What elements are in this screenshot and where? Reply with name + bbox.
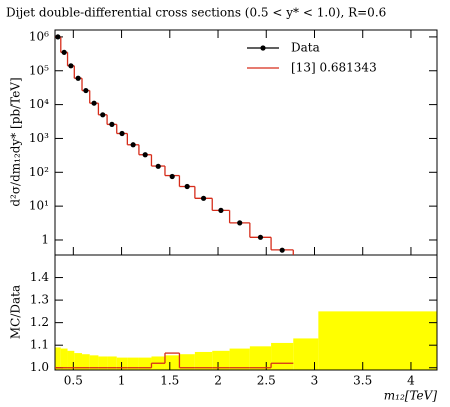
legend-marker [260, 45, 266, 51]
x-tick-label: 2 [214, 374, 222, 388]
y-tick-label: 10¹ [29, 199, 49, 213]
y-tick-label: 10⁴ [29, 97, 49, 111]
y-axis-label: d²σ/dm₁₂dy* [pb/TeV] [9, 77, 23, 206]
ratio-tick-label: 1.4 [30, 270, 49, 284]
data-point [184, 183, 190, 190]
uncertainty-band [138, 357, 152, 370]
uncertainty-band [82, 354, 90, 370]
uncertainty-band [89, 355, 99, 370]
data-point [91, 100, 97, 106]
x-axis-label: m₁₂[TeV] [384, 389, 438, 403]
uncertainty-band [74, 353, 83, 370]
ratio-frame [54, 254, 438, 371]
x-tick-label: 2.5 [257, 374, 276, 388]
uncertainty-band [212, 350, 230, 370]
x-tick-label: 4 [407, 374, 415, 388]
uncertainty-band [60, 348, 68, 370]
data-point [68, 63, 74, 69]
data-point [155, 163, 161, 169]
data-point [83, 87, 89, 94]
uncertainty-band [194, 351, 213, 370]
uncertainty-band [98, 356, 108, 370]
ratio-tick-label: 1.0 [30, 360, 49, 374]
data-point [109, 121, 115, 128]
y-tick-label: 1 [41, 232, 49, 246]
uncertainty-band [229, 348, 250, 370]
data-point [130, 142, 136, 148]
uncertainty-band [67, 350, 75, 370]
y-tick-label: 10⁵ [29, 63, 49, 77]
uncertainty-band [318, 311, 437, 370]
data-point [55, 34, 61, 40]
uncertainty-band [55, 347, 61, 370]
data-point [100, 112, 106, 118]
x-tick-label: 1 [118, 374, 126, 388]
data-point [61, 49, 67, 55]
data-point [169, 173, 175, 180]
plot-group: 0.5 1 1.5 2 2.5 3 3.5 4 1 10¹ 10² 10³ 10⁴ 10⁵ 10⁶ 1.0 1.… [29, 29, 438, 388]
legend-label: [13] 0.681343 [291, 61, 377, 75]
ratio-tick-label: 1.2 [30, 315, 49, 329]
y-tick-label: 10⁶ [29, 29, 49, 43]
data-point [257, 234, 264, 240]
x-tick-label: 0.5 [64, 374, 83, 388]
y-tick-label: 10² [29, 165, 49, 179]
legend-label: Data [291, 41, 320, 55]
main-frame [54, 29, 438, 256]
x-tick-label: 3.5 [353, 374, 372, 388]
ratio-tick-label: 1.1 [30, 338, 49, 352]
data-point [119, 130, 125, 137]
ratio-tick-label: 1.3 [30, 293, 49, 307]
data-point [200, 195, 207, 201]
chart-title: Dijet double-differential cross sections… [6, 6, 386, 20]
data-point [237, 220, 243, 226]
uncertainty-band [164, 355, 180, 370]
x-tick-label: 1.5 [160, 374, 179, 388]
data-point [75, 75, 81, 81]
uncertainty-band [127, 357, 139, 370]
data-point [279, 247, 285, 253]
x-tick-label: 3 [311, 374, 319, 388]
band-group [55, 311, 437, 370]
ratio-axis-label: MC/Data [9, 285, 23, 339]
y-tick-label: 10³ [29, 131, 49, 145]
data-point [142, 152, 148, 158]
uncertainty-band [179, 354, 195, 370]
data-point [218, 207, 224, 213]
uncertainty-band [107, 356, 117, 370]
